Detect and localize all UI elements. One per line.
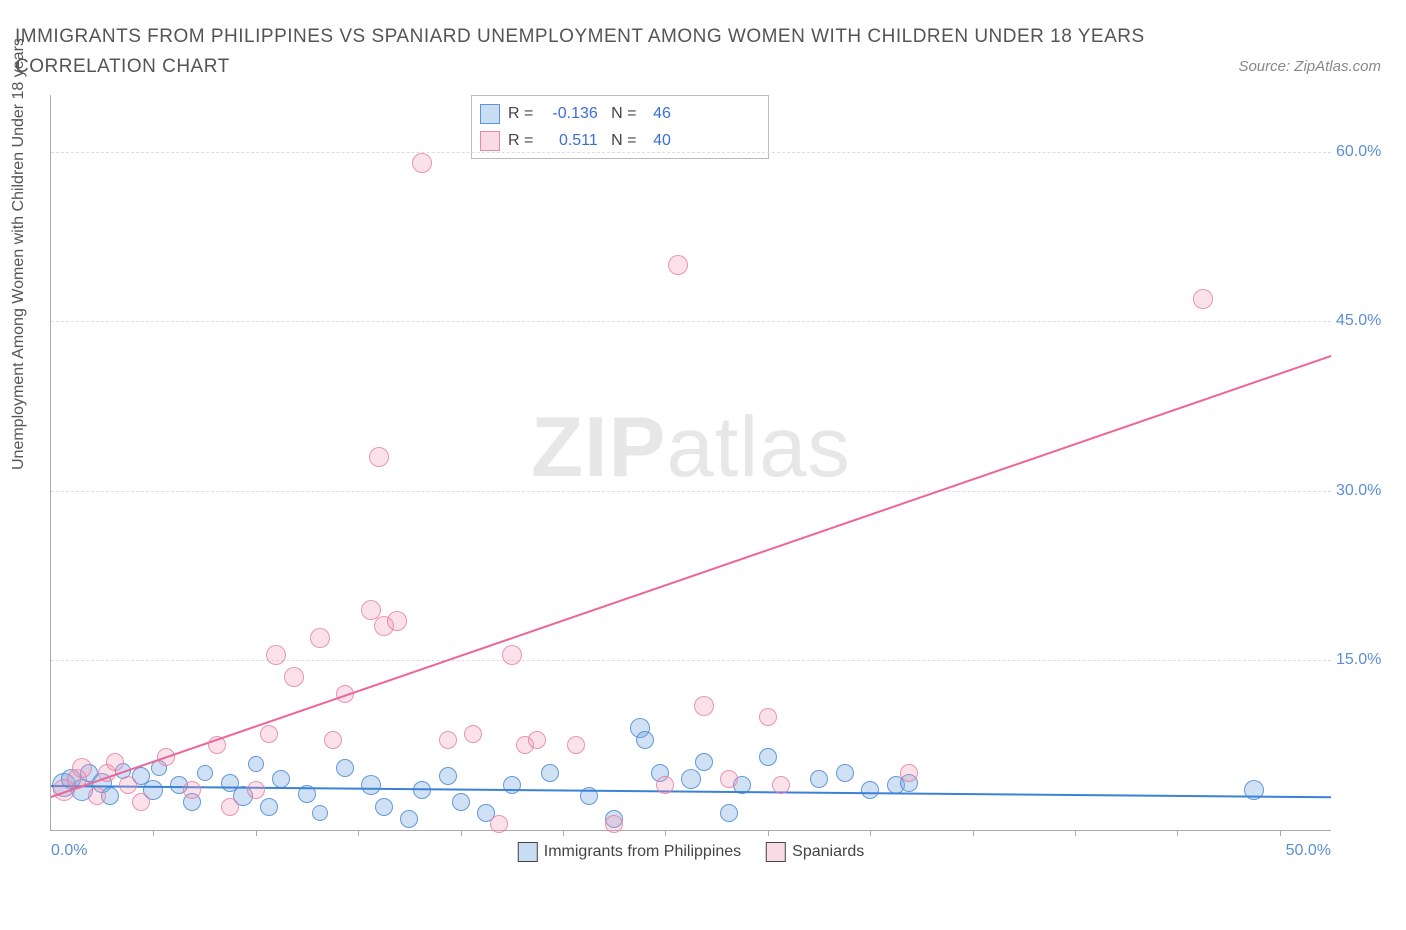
point-philippines	[361, 775, 381, 795]
watermark-bold: ZIP	[531, 400, 666, 495]
point-spaniards	[412, 153, 432, 173]
point-philippines	[861, 781, 879, 799]
x-minor-tick	[665, 830, 666, 836]
point-spaniards	[1193, 289, 1213, 309]
point-spaniards	[502, 645, 522, 665]
blue-swatch-icon	[480, 104, 500, 124]
gridline	[51, 660, 1331, 661]
point-philippines	[413, 781, 431, 799]
point-spaniards	[490, 815, 508, 833]
point-philippines	[272, 770, 290, 788]
point-spaniards	[132, 793, 150, 811]
chart-title: IMMIGRANTS FROM PHILIPPINES VS SPANIARD …	[15, 22, 1215, 83]
point-spaniards	[361, 600, 381, 620]
x-minor-tick	[1075, 830, 1076, 836]
point-philippines	[260, 798, 278, 816]
source-label: Source: ZipAtlas.com	[1238, 58, 1381, 75]
y-tick-label: 30.0%	[1336, 482, 1391, 500]
point-spaniards	[656, 776, 674, 794]
gridline	[51, 491, 1331, 492]
x-minor-tick	[153, 830, 154, 836]
point-spaniards	[369, 447, 389, 467]
point-spaniards	[284, 667, 304, 687]
point-philippines	[452, 793, 470, 811]
series-legend: Immigrants from Philippines Spaniards	[518, 842, 864, 862]
legend-item: Immigrants from Philippines	[518, 842, 741, 862]
y-tick-label: 60.0%	[1336, 143, 1391, 161]
x-minor-tick	[563, 830, 564, 836]
point-spaniards	[88, 787, 106, 805]
point-spaniards	[183, 781, 201, 799]
point-philippines	[197, 765, 213, 781]
point-spaniards	[668, 255, 688, 275]
point-spaniards	[567, 736, 585, 754]
point-spaniards	[106, 753, 124, 771]
correlation-legend: R = -0.136 N = 46R = 0.511 N = 40	[471, 95, 769, 159]
x-tick-label: 50.0%	[1286, 842, 1331, 860]
point-philippines	[636, 731, 654, 749]
point-spaniards	[221, 798, 239, 816]
watermark-light: atlas	[666, 400, 851, 495]
x-tick-label: 0.0%	[51, 842, 87, 860]
point-philippines	[695, 753, 713, 771]
gridline	[51, 152, 1331, 153]
legend-label: Immigrants from Philippines	[544, 843, 741, 860]
point-spaniards	[528, 731, 546, 749]
point-spaniards	[772, 776, 790, 794]
legend-item: Spaniards	[766, 842, 864, 862]
point-philippines	[400, 810, 418, 828]
legend-label: Spaniards	[792, 843, 864, 860]
point-philippines	[439, 767, 457, 785]
y-tick-label: 45.0%	[1336, 312, 1391, 330]
x-minor-tick	[1177, 830, 1178, 836]
point-spaniards	[324, 731, 342, 749]
point-spaniards	[900, 764, 918, 782]
point-philippines	[810, 770, 828, 788]
scatter-plot: ZIPatlas R = -0.136 N = 46R = 0.511 N = …	[50, 95, 1331, 831]
x-minor-tick	[973, 830, 974, 836]
point-spaniards	[247, 781, 265, 799]
point-spaniards	[266, 645, 286, 665]
point-spaniards	[119, 776, 137, 794]
x-minor-tick	[768, 830, 769, 836]
point-philippines	[720, 804, 738, 822]
trend-line-spaniards	[51, 355, 1332, 798]
point-philippines	[759, 748, 777, 766]
point-spaniards	[260, 725, 278, 743]
point-spaniards	[720, 770, 738, 788]
y-axis-label: Unemployment Among Women with Children U…	[10, 38, 28, 470]
point-spaniards	[439, 731, 457, 749]
legend-text: R = 0.511 N = 40	[508, 127, 671, 154]
point-philippines	[312, 805, 328, 821]
legend-row: R = 0.511 N = 40	[480, 127, 760, 154]
x-minor-tick	[461, 830, 462, 836]
point-spaniards	[464, 725, 482, 743]
point-philippines	[836, 764, 854, 782]
gridline	[51, 321, 1331, 322]
point-philippines	[681, 769, 701, 789]
x-minor-tick	[256, 830, 257, 836]
point-spaniards	[72, 758, 92, 778]
legend-row: R = -0.136 N = 46	[480, 100, 760, 127]
x-minor-tick	[358, 830, 359, 836]
blue-swatch-icon	[518, 842, 538, 862]
point-spaniards	[694, 696, 714, 716]
x-minor-tick	[1280, 830, 1281, 836]
pink-swatch-icon	[766, 842, 786, 862]
point-spaniards	[605, 815, 623, 833]
point-spaniards	[759, 708, 777, 726]
pink-swatch-icon	[480, 131, 500, 151]
point-philippines	[336, 759, 354, 777]
point-philippines	[375, 798, 393, 816]
point-spaniards	[387, 611, 407, 631]
point-spaniards	[310, 628, 330, 648]
x-minor-tick	[870, 830, 871, 836]
point-philippines	[541, 764, 559, 782]
point-philippines	[248, 756, 264, 772]
y-tick-label: 15.0%	[1336, 651, 1391, 669]
watermark: ZIPatlas	[531, 399, 851, 497]
legend-text: R = -0.136 N = 46	[508, 100, 671, 127]
